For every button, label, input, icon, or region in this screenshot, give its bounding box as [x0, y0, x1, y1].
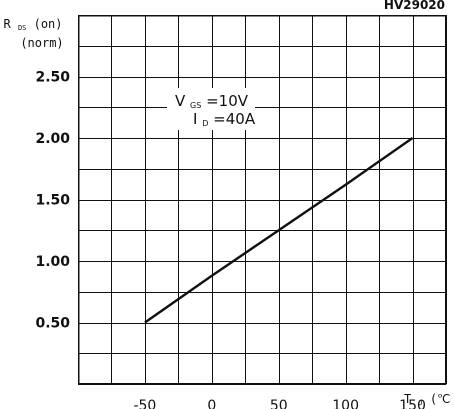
x-tick-label-0: -50 [133, 398, 156, 409]
y-tick-label-3: 2.00 [35, 131, 70, 147]
annotation-vgs-subscript: GS [190, 101, 201, 110]
series-layer [144, 137, 414, 324]
grid-layer [78, 15, 447, 385]
tick-layer: -50 0 50 100 150 0.50 1.00 1.50 2.00 2.50 [35, 70, 425, 409]
x-tick-label-3: 100 [332, 398, 359, 409]
x-axis-title-subscript: J [418, 399, 422, 407]
annotation-id-main: I [193, 110, 197, 128]
part-number-label: HV29020 [384, 0, 445, 12]
y-tick-label-0: 0.50 [35, 316, 70, 332]
y-axis-title-subscript: DS [18, 24, 26, 32]
annotation-background [167, 88, 255, 130]
x-axis-title-unit: (℃) [430, 392, 453, 406]
annotation-id-value: =40A [213, 110, 256, 128]
x-tick-label-1: 0 [207, 398, 216, 409]
y-tick-label-1: 1.00 [35, 254, 70, 270]
x-tick-label-2: 50 [270, 398, 288, 409]
annotation-vgs-label: V GS =10V [175, 92, 249, 112]
plot-frame [77, 14, 447, 385]
y-axis-title-main: R [3, 17, 11, 31]
x-axis-title: T J (℃) [404, 392, 453, 408]
x-tick-label-4: 150 [399, 398, 426, 409]
annotation-id-label: I D =40A [193, 110, 256, 130]
y-tick-label-4: 2.50 [35, 70, 70, 86]
y-axis-title-suffix: (on) [34, 17, 63, 31]
y-tick-label-2: 1.50 [35, 193, 70, 209]
axis-layer [77, 14, 447, 385]
x-axis-title-main: T [404, 392, 411, 406]
y-axis-title-line2: (norm) [20, 36, 63, 50]
annotation-vgs-main: V [175, 92, 186, 110]
annotation-id-subscript: D [202, 119, 208, 128]
rds-on-series-line-0 [144, 137, 414, 324]
annotation-vgs-value: =10V [206, 92, 249, 110]
y-axis-title-line1: R DS (on) [3, 17, 62, 33]
